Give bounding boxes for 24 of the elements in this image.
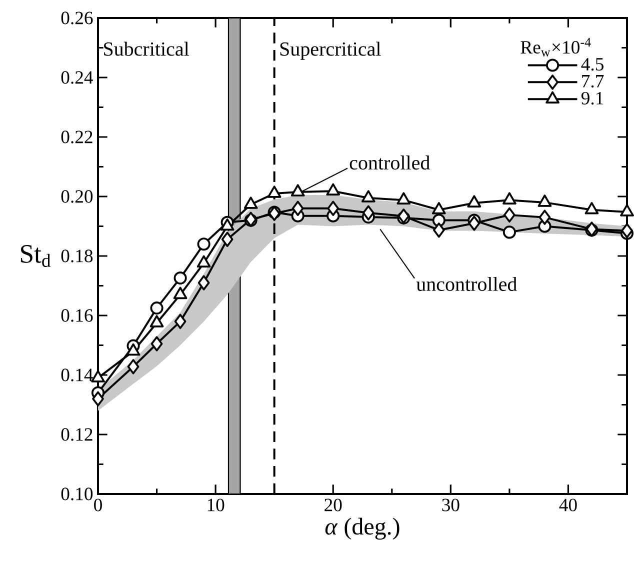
legend-title: Re$_{w}$×10$^{-4}$: [520, 38, 591, 56]
x-tick-label: 30: [442, 498, 460, 512]
x-tick-label: 20: [324, 498, 342, 512]
y-tick-label: 0.24: [61, 71, 94, 84]
y-tick-label: 0.12: [61, 428, 92, 441]
legend-label: 7.7: [582, 75, 604, 88]
annotation: uncontrolled: [416, 276, 517, 291]
y-tick-label: 0.22: [61, 130, 92, 144]
y-tick-label: 0.26: [61, 12, 93, 24]
legend-label: 9.1: [581, 92, 604, 105]
annotation: Subcritical: [104, 42, 189, 56]
y-tick-label: 0.18: [61, 250, 93, 262]
y-tick-label: 0.20: [61, 190, 93, 203]
y-tick-label: 0.14: [61, 368, 94, 382]
x-tick-label: 10: [208, 498, 224, 512]
y-tick-label: 0.16: [61, 309, 93, 322]
x-axis-title: α (deg.): [325, 518, 400, 540]
annotation: Supercritical: [280, 42, 381, 60]
y-tick-label: 0.10: [61, 488, 93, 500]
legend-label: 4.5: [581, 58, 604, 71]
x-tick-label: 40: [559, 498, 577, 512]
x-tick-label: 0: [94, 498, 102, 512]
y-axis-title: St$_{d}$: [21, 245, 51, 267]
annotation: controlled: [350, 156, 430, 170]
